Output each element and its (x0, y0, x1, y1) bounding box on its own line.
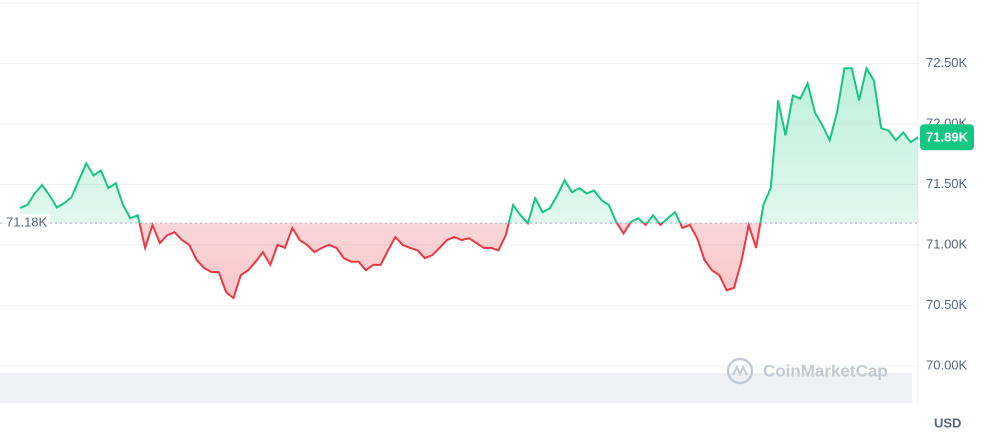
y-tick-label: 70.50K (926, 297, 968, 312)
baseline-label: 71.18K (6, 215, 48, 230)
y-tick-label: 71.00K (926, 236, 968, 251)
price-tag (920, 124, 974, 151)
volume-band (0, 373, 912, 403)
price-line-up (19, 65, 918, 224)
price-line-down (138, 223, 762, 300)
watermark-text: CoinMarketCap (763, 361, 888, 380)
y-tick-label: 72.50K (926, 55, 968, 70)
area-up (20, 68, 918, 224)
price-tag-label: 71.89K (926, 130, 969, 145)
currency-label: USD (934, 415, 961, 430)
baseline-label-bg (2, 214, 50, 233)
watermark: CoinMarketCap (726, 357, 888, 385)
y-tick-label: 71.50K (926, 176, 968, 191)
y-tick-label: 70.00K (926, 357, 968, 372)
